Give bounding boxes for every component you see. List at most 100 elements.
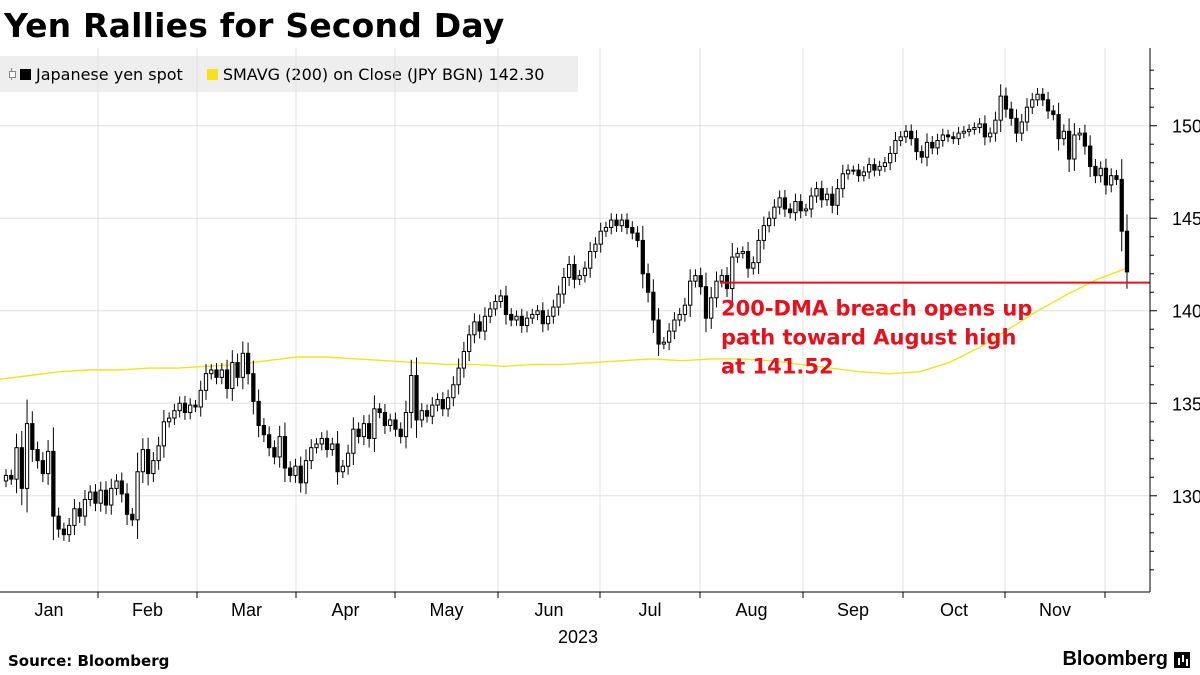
candle-body: [614, 219, 619, 227]
candle-body: [651, 291, 656, 321]
candle-body: [1103, 167, 1109, 186]
legend-label-yen-spot: Japanese yen spot: [36, 64, 183, 84]
candle-body: [1030, 99, 1035, 108]
candle-body: [988, 132, 993, 138]
candle-body: [124, 493, 130, 515]
candle-body: [114, 480, 119, 489]
legend-swatch-yen-spot: [20, 68, 31, 80]
candle-body: [309, 447, 314, 462]
candle-body: [251, 373, 256, 402]
candle-body: [814, 188, 819, 197]
candle-body: [998, 95, 1003, 121]
candle-body: [603, 226, 609, 232]
legend-label-sma: SMAVG (200) on Close (JPY BGN) 142.30: [222, 64, 545, 84]
candle-body: [361, 423, 367, 438]
candle-body: [282, 436, 288, 469]
candle-body: [782, 197, 788, 210]
candle-body: [793, 201, 798, 214]
candle-body: [598, 230, 603, 245]
candlestick-icon: [8, 68, 16, 80]
chart-legend: Japanese yen spot SMAVG (200) on Close (…: [0, 56, 578, 92]
candle-body: [656, 319, 661, 345]
candle-body: [877, 165, 882, 171]
x-tick-label: Jan: [34, 600, 63, 620]
candle-body: [267, 434, 272, 449]
candle-body: [277, 436, 282, 458]
candle-body: [951, 136, 956, 140]
candle-body: [819, 188, 824, 201]
candle-body: [966, 128, 972, 132]
candle-body: [719, 275, 724, 282]
candle-body: [14, 447, 19, 480]
bloomberg-logo: Bloomberg: [1062, 648, 1190, 671]
candle-body: [735, 252, 740, 258]
x-tick-label: Feb: [132, 600, 163, 620]
candle-body: [345, 452, 351, 467]
candle-body: [761, 225, 766, 241]
candle-body: [572, 263, 577, 280]
candle-body: [561, 276, 567, 295]
candle-body: [535, 310, 540, 315]
x-tick-label: Mar: [231, 600, 262, 620]
candle-body: [1003, 95, 1009, 110]
candle-body: [156, 445, 161, 462]
candle-body: [214, 369, 219, 378]
candle-body: [88, 491, 93, 500]
candle-body: [203, 373, 209, 391]
candle-body: [45, 450, 51, 475]
x-tick-label: Aug: [735, 600, 767, 620]
candle-body: [1009, 108, 1014, 119]
candle-body: [588, 251, 593, 269]
candle-body: [803, 208, 809, 212]
candle-body: [530, 313, 535, 319]
candle-body: [1098, 167, 1103, 177]
candle-body: [177, 402, 182, 412]
candle-body: [898, 136, 903, 142]
candle-body: [393, 419, 398, 430]
candle-body: [661, 341, 666, 345]
candle-body: [556, 293, 561, 308]
candle-body: [545, 315, 551, 325]
y-tick-label: 150: [1172, 117, 1200, 137]
candle-body: [888, 152, 893, 164]
candle-body: [772, 206, 777, 219]
candle-body: [298, 465, 303, 484]
sma-200-line: [0, 267, 1128, 380]
candle-body: [245, 352, 251, 375]
candle-body: [909, 130, 914, 140]
chart-title: Yen Rallies for Second Day: [4, 6, 505, 45]
candle-body: [856, 169, 861, 177]
candle-body: [682, 304, 688, 315]
candle-body: [93, 491, 98, 504]
candle-body: [56, 515, 61, 530]
candle-body: [288, 467, 293, 476]
candle-body: [377, 408, 382, 414]
candle-body: [303, 460, 309, 484]
candle-body: [882, 162, 888, 167]
candle-body: [961, 130, 966, 134]
candle-body: [1040, 93, 1045, 101]
candle-body: [440, 399, 445, 410]
candle-body: [230, 362, 235, 389]
candle-body: [1114, 175, 1119, 180]
candle-body: [1051, 110, 1056, 116]
candle-body: [677, 313, 682, 321]
candle-body: [456, 367, 461, 386]
candle-body: [167, 417, 172, 423]
candle-body: [503, 295, 509, 315]
x-tick-label: Nov: [1039, 600, 1071, 620]
candle-body: [672, 319, 677, 332]
legend-item-sma: SMAVG (200) on Close (JPY BGN) 142.30: [205, 64, 545, 84]
candle-body: [824, 193, 830, 201]
candle-body: [956, 132, 961, 140]
candle-body: [745, 251, 751, 269]
terminal-icon: [1174, 651, 1190, 668]
candle-body: [72, 508, 77, 526]
x-tick-label: Jun: [534, 600, 563, 620]
candle-body: [1124, 230, 1130, 273]
candle-body: [577, 275, 582, 280]
candle-body: [324, 437, 330, 451]
x-tick-label: Sep: [837, 600, 869, 620]
candle-body: [356, 428, 361, 438]
